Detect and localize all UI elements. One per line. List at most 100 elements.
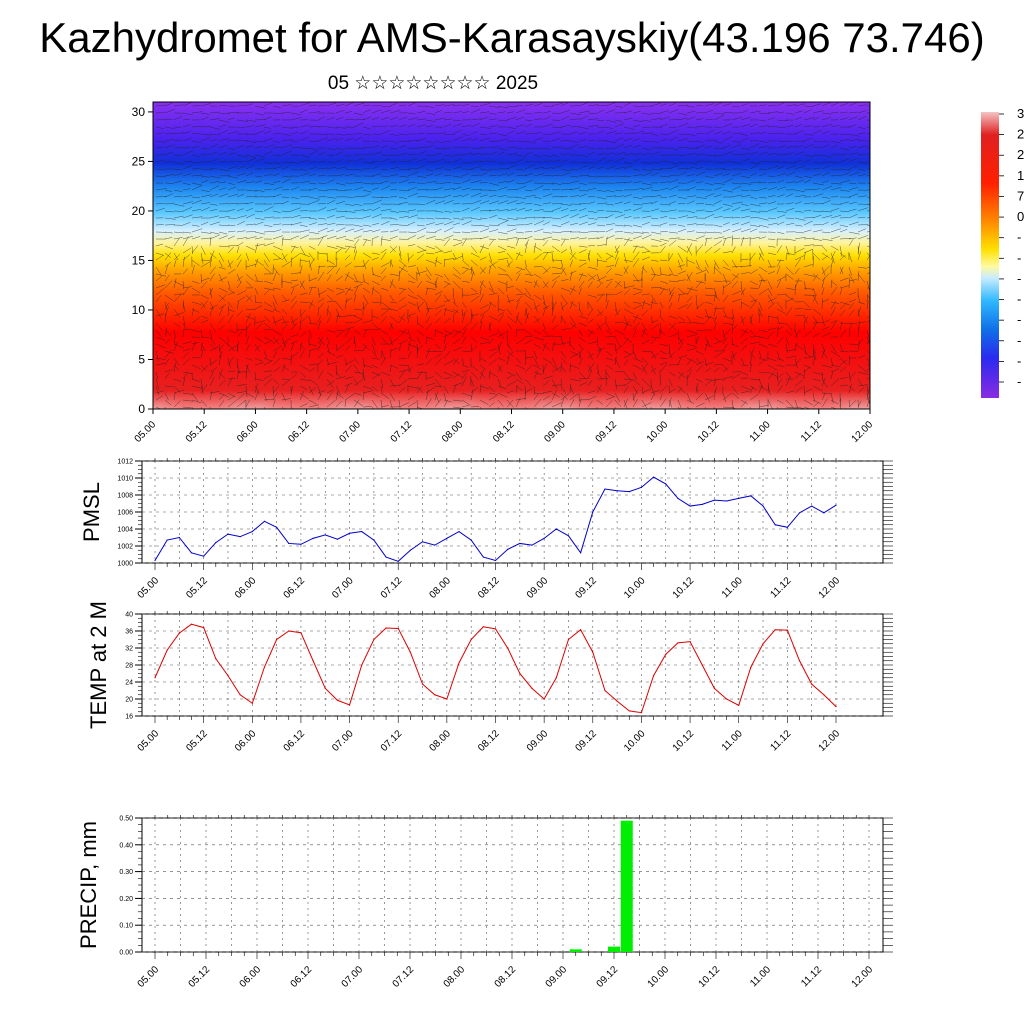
wind-barb: [497, 311, 505, 317]
wind-barb: [533, 238, 545, 241]
wind-barb: [443, 258, 455, 261]
wind-barb: [443, 307, 447, 317]
wind-barb: [524, 140, 536, 144]
wind-barb: [479, 200, 490, 205]
wind-barb: [335, 210, 347, 212]
temp-point: [507, 647, 509, 649]
wind-barb: [488, 189, 497, 192]
wind-barb: [209, 193, 219, 198]
temp-point: [215, 658, 217, 660]
wind-barb: [650, 353, 659, 359]
wind-barb: [371, 213, 382, 219]
wind-barb: [254, 259, 264, 266]
wind-barb: [596, 259, 607, 263]
wind-barb: [749, 357, 752, 366]
wind-barb: [830, 357, 834, 367]
wind-barb: [695, 171, 706, 177]
wind-barb: [848, 221, 859, 226]
wind-barb: [443, 360, 454, 366]
wind-barb: [659, 343, 669, 347]
wind-barb: [749, 161, 761, 165]
wind-barb: [281, 364, 286, 373]
wind-barb: [281, 254, 288, 261]
wind-barb: [488, 209, 499, 212]
wind-barb: [488, 112, 497, 115]
wind-barb: [344, 262, 352, 268]
wind-barb: [515, 238, 527, 240]
temp-point: [628, 710, 630, 712]
wind-barb: [182, 371, 193, 374]
wind-barb: [236, 393, 245, 401]
wind-barb: [398, 288, 406, 296]
pmsl-point: [519, 542, 521, 545]
wind-barb: [326, 274, 332, 282]
wind-barb: [479, 279, 484, 289]
wind-barb: [308, 301, 316, 307]
wind-barb: [290, 386, 294, 394]
wind-barb: [560, 195, 569, 198]
wind-barb: [866, 231, 870, 233]
wind-barb: [254, 237, 263, 240]
wind-barb: [434, 391, 438, 401]
wind-barb: [767, 117, 775, 121]
wind-barb: [767, 182, 776, 184]
wind-barb: [416, 322, 424, 328]
wind-barb: [587, 175, 599, 178]
wind-barb: [479, 245, 489, 250]
wind-barb: [434, 329, 444, 335]
temp-point: [421, 683, 424, 685]
wind-barb: [749, 280, 758, 286]
wind-barb: [434, 158, 445, 163]
wind-barb: [803, 202, 814, 205]
wind-barb: [668, 185, 679, 191]
wind-barb: [605, 336, 616, 338]
wind-barb: [614, 336, 621, 347]
wind-barb: [704, 213, 715, 219]
wind-barb: [614, 214, 625, 219]
wind-barb: [227, 182, 235, 185]
wind-barb: [443, 118, 452, 121]
wind-barb: [155, 146, 164, 149]
wind-barb: [650, 133, 659, 136]
wind-barb: [614, 406, 617, 409]
wind-barb: [497, 280, 507, 285]
wind-barb: [641, 402, 652, 408]
wind-barb: [542, 342, 547, 352]
wind-barb: [263, 308, 274, 313]
wind-barb: [299, 280, 305, 289]
wind-barb: [704, 231, 715, 234]
wind-barb: [452, 346, 463, 352]
wind-barb: [695, 378, 703, 383]
wind-barb: [659, 103, 667, 107]
temp-point: [300, 632, 302, 634]
wind-barb: [641, 182, 652, 186]
wind-barb: [695, 361, 704, 366]
wind-barb: [353, 187, 364, 191]
wind-barb: [740, 194, 751, 198]
wind-barb: [497, 180, 509, 184]
pmsl-xtick-label: 08.00: [428, 575, 454, 601]
wind-barb: [407, 214, 418, 219]
pmsl-point: [251, 530, 253, 533]
wind-barb: [515, 378, 524, 384]
wind-barb: [353, 203, 363, 206]
wind-barb: [542, 251, 549, 261]
pmsl-point: [762, 505, 764, 507]
wind-barb: [497, 385, 507, 390]
wind-barb: [254, 217, 265, 220]
wind-barb: [839, 168, 851, 171]
wind-barb: [452, 315, 455, 324]
wind-barb: [686, 238, 698, 242]
wind-barb: [650, 208, 660, 212]
wind-barb: [353, 157, 365, 163]
wind-barb: [380, 236, 383, 247]
wind-barb: [173, 168, 182, 171]
wind-barb: [713, 266, 722, 275]
wind-barb: [200, 315, 208, 319]
wind-barb: [227, 329, 237, 334]
wind-barb: [425, 280, 436, 285]
wind-barb: [605, 294, 615, 296]
wind-barb: [614, 370, 625, 373]
wind-barb: [659, 385, 668, 394]
wind-barb: [344, 315, 356, 317]
